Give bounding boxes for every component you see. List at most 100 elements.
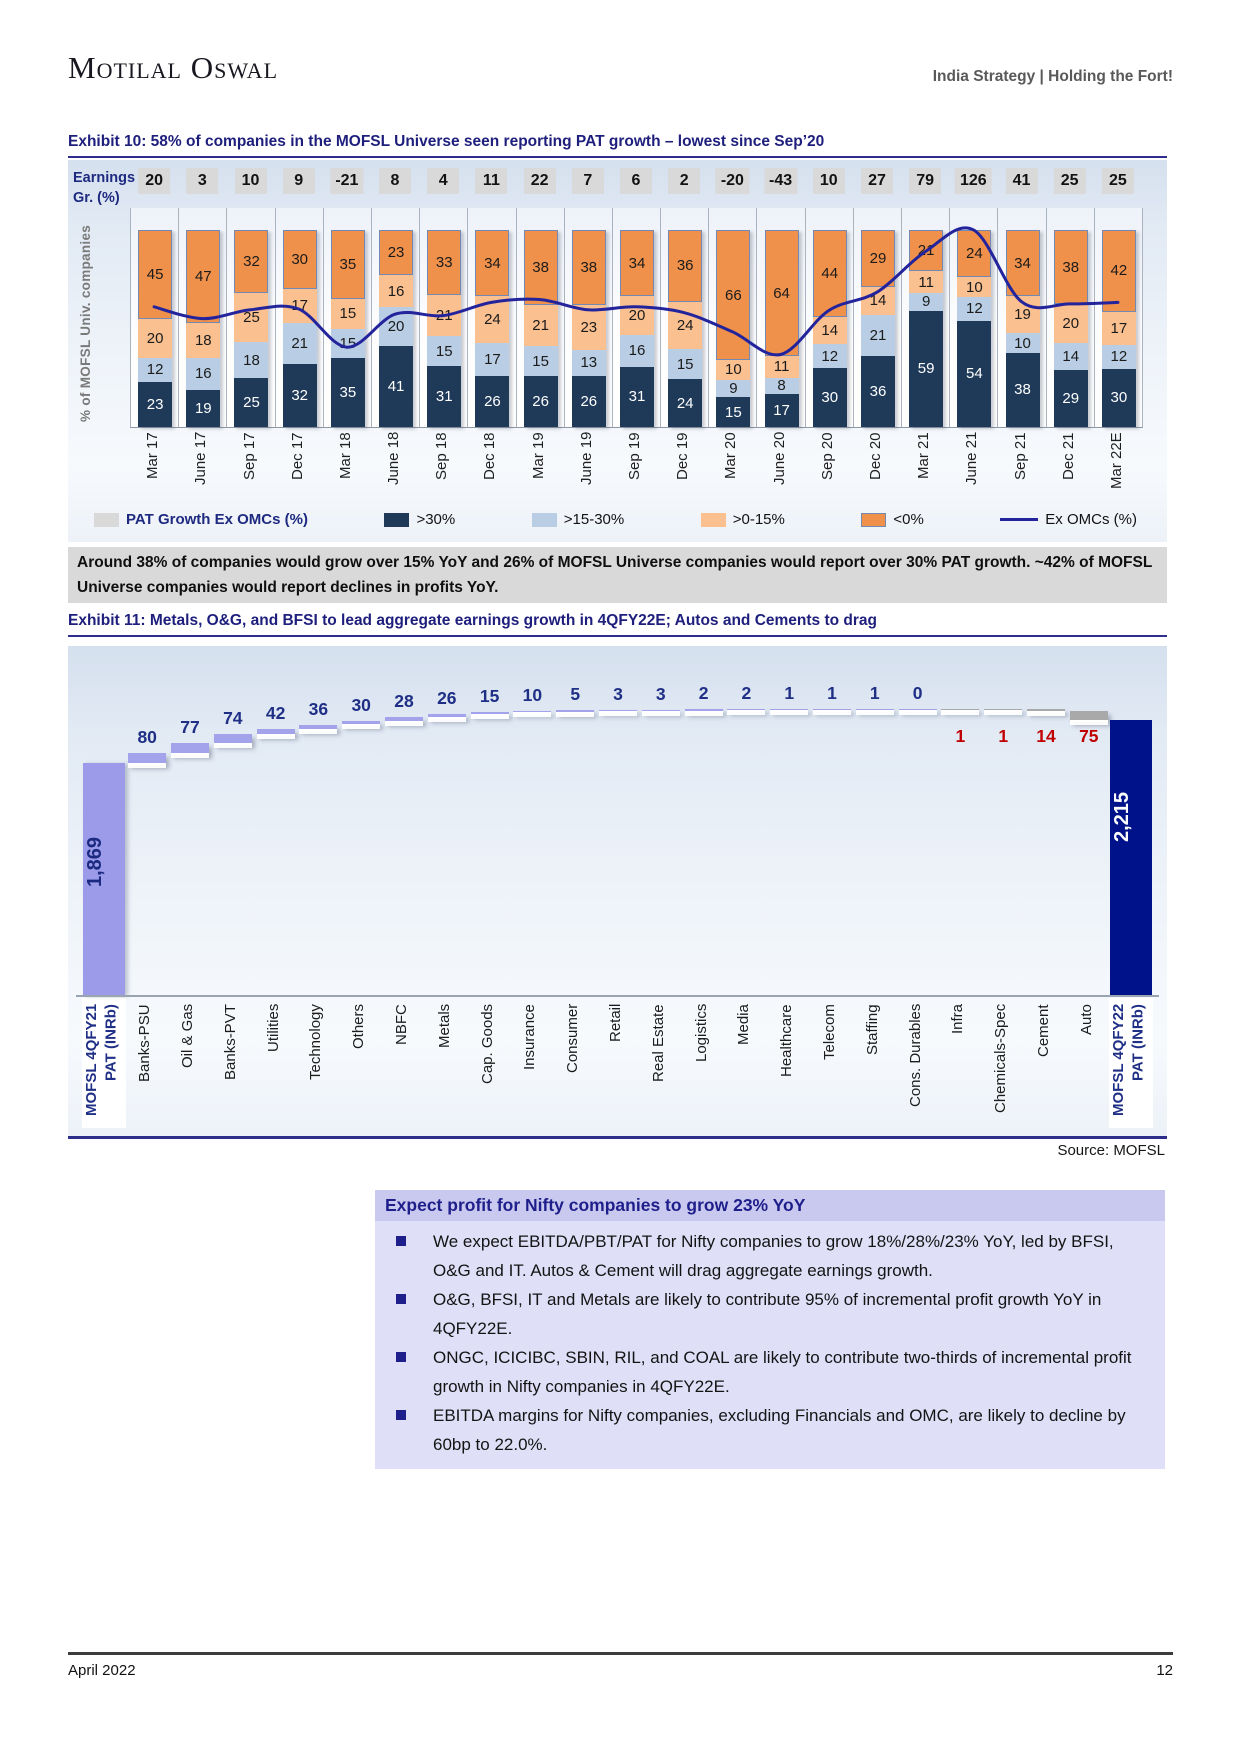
x-axis-label: Sep 20 (818, 432, 836, 480)
waterfall-step-value: 30 (351, 694, 371, 715)
waterfall-step (427, 714, 466, 720)
bar-segment-<0%: 30 (282, 230, 317, 290)
sector-label: Technology (307, 1004, 325, 1080)
bar-segment-value: 21 (917, 242, 935, 260)
waterfall-step (513, 711, 552, 715)
bar-segment-value: 12 (1110, 348, 1128, 366)
waterfall-step-value: 36 (308, 698, 329, 719)
x-axis-label: Sep 17 (240, 432, 258, 480)
waterfall-step-value: 1 (784, 683, 795, 703)
bar-segment->15-30%: 10 (1005, 333, 1040, 353)
bar-segment-value: 29 (1062, 390, 1080, 408)
x-axis-label: Dec 20 (867, 432, 884, 480)
x-axis-label: June 21 (963, 432, 981, 486)
bar-segment-value: 59 (917, 360, 935, 378)
stacked-bar: 23 16 20 41 (379, 230, 414, 427)
sector-label: Cons. Durables (906, 1004, 924, 1108)
bar-segment-value: 25 (243, 309, 260, 327)
bar-segment-value: 25 (243, 393, 260, 411)
waterfall-step (470, 712, 509, 717)
earnings-growth-value: 9 (282, 168, 315, 194)
waterfall-step-value: 1 (869, 682, 880, 703)
report-title: India Strategy | Holding the Fort! (932, 68, 1173, 85)
earnings-gr-row-label: Earnings Gr. (%) (73, 170, 136, 206)
bar-segment-value: 31 (435, 387, 453, 405)
bar-segment-<0%: 23 (379, 230, 414, 276)
bar-segment->15-30%: 20 (379, 306, 414, 347)
bar-segment-value: 20 (628, 307, 646, 325)
x-axis-line (76, 995, 1159, 997)
waterfall-step (813, 708, 851, 713)
x-axis-label: Dec 18 (481, 432, 499, 480)
x-axis-label: Mar 17 (144, 432, 162, 479)
bar-segment-value: 31 (628, 388, 646, 406)
waterfall-step-value: 42 (265, 703, 286, 723)
bar-segment-value: 23 (146, 395, 164, 413)
motilal-oswal-logo: Motilal Oswal (68, 50, 279, 85)
sector-label: Cap. Goods (478, 1004, 496, 1085)
bar-segment->15-30%: 16 (186, 358, 221, 390)
bar-segment-value: 34 (628, 254, 646, 272)
bar-segment->30%: 17 (764, 393, 799, 427)
bar-segment-<0%: 64 (764, 230, 799, 357)
bar-segment-value: 16 (194, 365, 212, 383)
legend-label: >0-15% (732, 511, 785, 528)
sector-label: Media (735, 1004, 753, 1045)
waterfall-step-value: 3 (655, 683, 666, 704)
stacked-bar: 36 24 15 24 (668, 230, 703, 427)
pat-4qfy22-label: MOFSL 4QFY22 PAT (INRb) (1110, 1004, 1147, 1117)
waterfall-step-value: 2 (741, 683, 752, 704)
bar-segment-<0%: 34 (619, 230, 654, 297)
legend-item-gt30: >30% (384, 511, 455, 528)
bar-segment-<0%: 47 (186, 230, 221, 323)
bar-segment->0-15%: 20 (138, 318, 173, 359)
bar-segment-value: 13 (580, 354, 598, 372)
waterfall-step-value: 77 (180, 717, 200, 738)
navy-swatch-icon (384, 512, 410, 527)
earnings-growth-value: 25 (1053, 168, 1086, 194)
bar-segment->0-15%: 10 (957, 277, 992, 297)
bullet-text: EBITDA margins for Nifty companies, excl… (433, 1406, 1126, 1454)
bar-segment->15-30%: 15 (668, 349, 703, 380)
bar-segment->30%: 25 (234, 377, 269, 427)
stacked-bar: 47 18 16 19 (186, 230, 221, 427)
bar-segment-value: 10 (725, 361, 742, 379)
bar-segment-<0%: 36 (668, 230, 703, 302)
bar-segment-<0%: 29 (860, 230, 895, 288)
bar-segment->0-15%: 25 (234, 293, 269, 343)
waterfall-step-value: 75 (1079, 726, 1099, 746)
bar-segment-value: 16 (387, 282, 405, 300)
bar-segment->30%: 54 (957, 320, 992, 427)
bar-segment-value: 24 (676, 317, 694, 335)
waterfall-step (898, 708, 937, 712)
bar-segment-value: 24 (484, 311, 501, 329)
bar-segment-value: 29 (869, 250, 887, 268)
sector-label: Staffing (863, 1004, 881, 1055)
bar-segment-value: 54 (965, 365, 983, 383)
insights-body: We expect EBITDA/PBT/PAT for Nifty compa… (375, 1221, 1165, 1469)
waterfall-step (299, 724, 338, 731)
bullet-item: O&G, BFSI, IT and Metals are likely to c… (387, 1285, 1153, 1343)
sector-label: Insurance (521, 1004, 539, 1070)
earnings-growth-value: -21 (330, 168, 364, 194)
legend-item-0-15: >0-15% (700, 511, 785, 528)
stacked-bar: 33 21 15 31 (427, 230, 462, 427)
bar-segment->0-15%: 14 (860, 287, 895, 315)
bar-segment->0-15%: 21 (523, 304, 558, 347)
waterfall-step (599, 710, 637, 714)
bar-column: 47 18 16 19 (178, 208, 227, 427)
sector-label: Banks-PVT (221, 1004, 239, 1080)
bar-column: 42 17 12 30 (1093, 208, 1143, 427)
waterfall-step (727, 709, 766, 713)
bar-segment-value: 34 (1014, 254, 1031, 272)
bar-segment-<0%: 34 (475, 230, 510, 297)
bullet-square-icon (396, 1352, 406, 1362)
bar-segment-value: 19 (194, 399, 212, 417)
sector-label: Real Estate (649, 1004, 667, 1082)
lightblue-swatch-icon (531, 512, 557, 527)
bar-column: 36 24 15 24 (660, 208, 709, 427)
bar-segment-value: 17 (1110, 320, 1128, 338)
bar-segment->15-30%: 17 (475, 343, 510, 377)
sector-label: Healthcare (778, 1004, 796, 1077)
bar-segment->30%: 31 (619, 366, 654, 427)
